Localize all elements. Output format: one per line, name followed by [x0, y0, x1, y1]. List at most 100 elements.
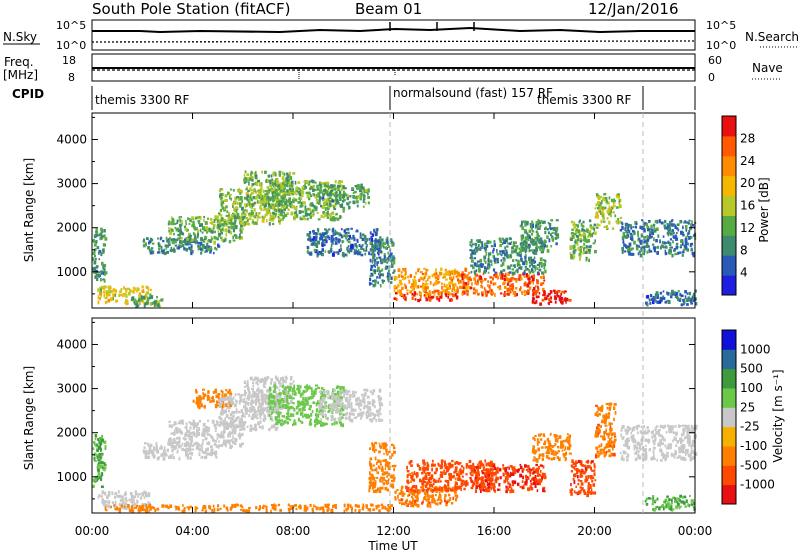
heatmap-cell [249, 205, 253, 208]
heatmap-cell [347, 405, 350, 409]
heatmap-cell [681, 253, 684, 257]
heatmap-cell [543, 243, 546, 248]
heatmap-cell [386, 236, 389, 240]
heatmap-cell [342, 194, 346, 198]
heatmap-cell [347, 237, 351, 241]
heatmap-cell [234, 425, 237, 430]
heatmap-cell [146, 456, 149, 459]
heatmap-cell [275, 418, 278, 421]
heatmap-cell [293, 421, 295, 425]
heatmap-cell [277, 412, 280, 415]
heatmap-cell [621, 247, 624, 251]
heatmap-cell [215, 456, 218, 459]
heatmap-cell [342, 198, 346, 202]
heatmap-cell [367, 407, 370, 411]
heatmap-cell [554, 228, 558, 232]
heatmap-cell [309, 187, 311, 191]
heatmap-cell [229, 424, 232, 427]
heatmap-cell [259, 420, 262, 424]
heatmap-cell [175, 227, 179, 232]
heatmap-cell [532, 292, 535, 297]
heatmap-cell [542, 294, 545, 297]
heatmap-cell [339, 418, 342, 421]
heatmap-cell [185, 453, 188, 457]
heatmap-cell [170, 216, 173, 220]
heatmap-cell [156, 450, 160, 454]
heatmap-cell [679, 292, 682, 297]
heatmap-cell [282, 200, 285, 203]
heatmap-cell [575, 224, 579, 227]
heatmap-cell [338, 194, 342, 199]
heatmap-cell [249, 196, 251, 200]
heatmap-cell [247, 403, 249, 407]
heatmap-cell [628, 242, 632, 247]
heatmap-cell [98, 249, 102, 253]
heatmap-cell [108, 503, 110, 506]
heatmap-cell [316, 249, 319, 253]
heatmap-cell [206, 447, 209, 452]
heatmap-cell [370, 272, 373, 277]
heatmap-cell [173, 232, 175, 236]
heatmap-cell [97, 295, 100, 300]
heatmap-cell [528, 235, 531, 239]
heatmap-cell [174, 238, 178, 242]
heatmap-cell [108, 492, 110, 496]
heatmap-cell [473, 257, 476, 260]
nsearch-label: N.Search [745, 30, 799, 44]
heatmap-cell [277, 192, 279, 196]
heatmap-cell [286, 204, 289, 207]
heatmap-cell [390, 238, 393, 243]
heatmap-cell [533, 287, 536, 291]
heatmap-cell [534, 285, 537, 288]
heatmap-cell [95, 240, 98, 244]
heatmap-cell [485, 252, 488, 256]
heatmap-cell [215, 236, 218, 240]
heatmap-cell [664, 249, 667, 254]
heatmap-cell [281, 189, 284, 193]
heatmap-cell [207, 390, 210, 394]
heatmap-cell [511, 246, 515, 250]
heatmap-cell [321, 248, 324, 252]
heatmap-cell [328, 204, 332, 207]
heatmap-cell [422, 278, 425, 281]
freq-tick-bottom: 8 [68, 71, 75, 84]
heatmap-cell [104, 297, 108, 300]
heatmap-cell [502, 261, 505, 266]
heatmap-cell [466, 278, 469, 281]
heatmap-cell [470, 264, 474, 267]
heatmap-cell [681, 241, 684, 246]
heatmap-cell [203, 228, 207, 232]
heatmap-cell [359, 192, 362, 196]
heatmap-cell [383, 255, 386, 259]
heatmap-cell [370, 412, 373, 415]
heatmap-cell [505, 251, 508, 254]
heatmap-cell [324, 240, 327, 243]
heatmap-cell [130, 498, 133, 502]
heatmap-cell [260, 378, 264, 382]
heatmap-cell [690, 242, 694, 246]
heatmap-cell [291, 205, 295, 209]
heatmap-cell [240, 394, 244, 397]
heatmap-cell [531, 278, 535, 282]
heatmap-cell [556, 233, 560, 237]
heatmap-cell [675, 245, 678, 249]
heatmap-cell [549, 225, 551, 229]
heatmap-cell [390, 276, 393, 281]
heatmap-cell [248, 214, 251, 217]
heatmap-cell [149, 288, 152, 292]
heatmap-cell [214, 426, 217, 430]
heatmap-cell [243, 397, 246, 401]
heatmap-cell [393, 275, 396, 278]
heatmap-cell [285, 192, 288, 195]
heatmap-cell [230, 398, 234, 401]
heatmap-cell [694, 297, 697, 301]
heatmap-cell [416, 292, 419, 296]
heatmap-cell [133, 503, 135, 506]
heatmap-cell [470, 270, 473, 274]
heatmap-cell [247, 389, 250, 392]
heatmap-cell [640, 233, 644, 238]
heatmap-cell [312, 242, 315, 246]
heatmap-cell [208, 239, 212, 243]
heatmap-cell [507, 293, 509, 296]
heatmap-cell [100, 494, 103, 498]
